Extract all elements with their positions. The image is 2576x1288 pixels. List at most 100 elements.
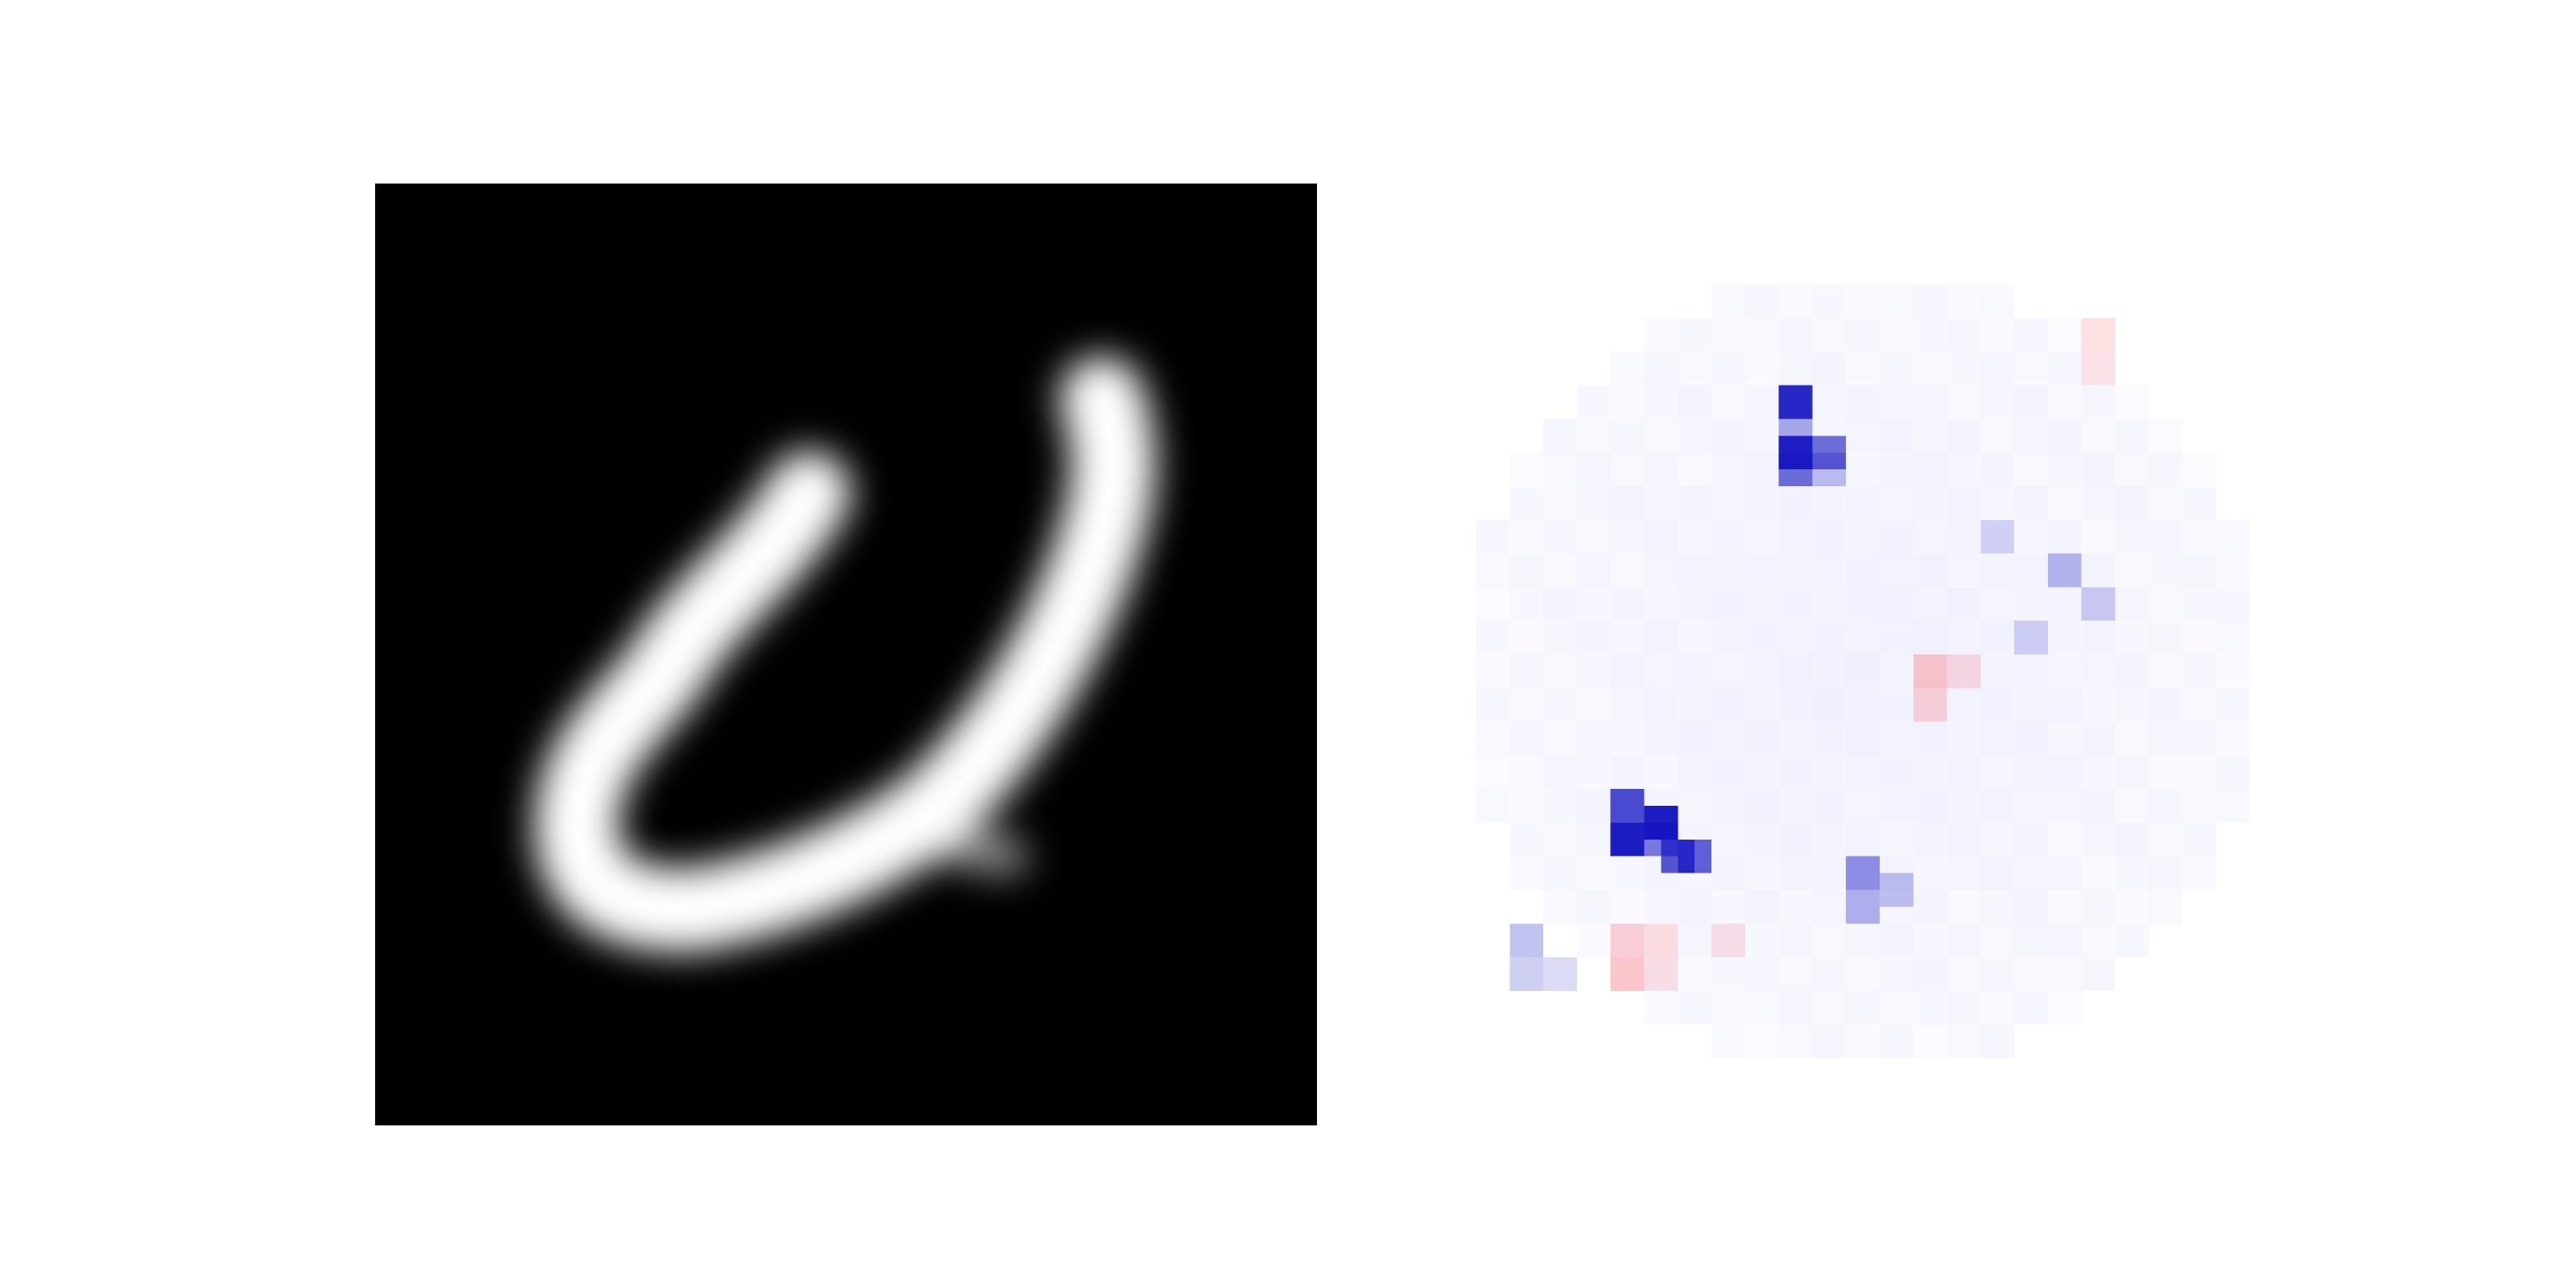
heatmap-cell — [1644, 890, 1678, 924]
heatmap-cell — [1678, 519, 1712, 554]
heatmap-cell — [1778, 351, 1813, 386]
heatmap-cell — [2081, 856, 2116, 890]
heatmap-cell — [1509, 486, 1544, 520]
heatmap-cell — [1744, 486, 1779, 520]
heatmap-cell — [1576, 385, 1611, 419]
heatmap-cell — [1778, 890, 1813, 924]
heatmap-cell — [2014, 519, 2048, 554]
heatmap-cell — [1678, 990, 1712, 1025]
heatmap-cell — [1946, 755, 1981, 790]
heatmap-cell — [2081, 621, 2116, 654]
heatmap-cell — [2047, 553, 2082, 588]
heatmap-cell — [2047, 687, 2082, 722]
heatmap-cell — [1543, 687, 1577, 722]
heatmap-cell — [1744, 755, 1779, 790]
heatmap-cell — [1913, 789, 1947, 823]
heatmap-cell — [1711, 452, 1745, 487]
heatmap-cell — [1610, 452, 1645, 487]
heatmap-cell — [2149, 587, 2183, 621]
heatmap-cell — [1744, 856, 1779, 890]
heatmap-cell — [2149, 890, 2183, 924]
heatmap-cell — [1644, 452, 1678, 487]
heatmap-cell — [1946, 553, 1981, 588]
heatmap-cell — [2182, 789, 2216, 823]
heatmap-cell — [1711, 755, 1745, 790]
heatmap-cell — [1610, 486, 1645, 520]
heatmap-cell — [1880, 789, 1913, 823]
heatmap-cell — [1913, 890, 1947, 924]
heatmap-cell — [2149, 856, 2183, 890]
heatmap-cell — [1946, 351, 1981, 386]
heatmap-cell — [2047, 822, 2082, 857]
heatmap-cell — [1880, 553, 1913, 588]
heatmap-cell — [1610, 721, 1645, 756]
heatmap-cell — [2182, 857, 2216, 890]
heatmap-cell — [1846, 587, 1880, 621]
heatmap-cell — [1744, 654, 1779, 688]
heatmap-cell — [1576, 721, 1611, 756]
digit-image — [375, 184, 1317, 1125]
heatmap-cell — [2048, 318, 2082, 352]
heatmap-cell — [1576, 789, 1611, 823]
heatmap-cell — [2047, 385, 2082, 419]
heatmap-cell-negative — [2047, 553, 2082, 588]
heatmap-cell — [1577, 923, 1611, 957]
heatmap-cell — [1744, 351, 1779, 386]
heatmap-cell — [1543, 789, 1577, 823]
heatmap-cell — [1644, 755, 1678, 790]
heatmap-cell — [1947, 284, 1981, 318]
heatmap-cell — [1812, 755, 1847, 790]
heatmap-cell — [1946, 721, 1981, 756]
heatmap-cell — [1846, 553, 1880, 588]
heatmap-cell — [1913, 654, 1947, 688]
heatmap-cell — [1812, 318, 1847, 352]
heatmap-cell — [1778, 957, 1813, 991]
heatmap-cell — [1744, 923, 1779, 958]
heatmap-cell — [1880, 654, 1913, 688]
heatmap-cell-positive — [1946, 654, 1981, 688]
heatmap-cell — [1980, 789, 2015, 823]
heatmap-cell — [2014, 351, 2048, 386]
heatmap-cell — [1745, 1025, 1779, 1059]
heatmap-cell-negative — [1543, 957, 1577, 991]
heatmap-cell — [2081, 789, 2116, 823]
heatmap-cell — [1880, 621, 1913, 654]
heatmap-cell — [1576, 822, 1611, 857]
heatmap-cell — [2047, 721, 2082, 756]
heatmap-cell — [1880, 587, 1913, 621]
heatmap-cell — [2215, 755, 2250, 790]
heatmap-cell — [1711, 721, 1745, 756]
heatmap-cell — [1711, 385, 1745, 419]
heatmap-cell — [1543, 486, 1577, 520]
heatmap-cell-positive — [1610, 923, 1645, 958]
heatmap-cell — [1913, 1025, 1947, 1059]
heatmap-cell — [1812, 486, 1847, 520]
heatmap-cell — [2014, 957, 2048, 991]
heatmap-cell — [1846, 318, 1880, 352]
heatmap-cell — [2014, 890, 2048, 924]
heatmap-cell — [2047, 957, 2082, 991]
heatmap-cell — [1645, 991, 1678, 1025]
heatmap-cell — [1543, 755, 1577, 790]
heatmap-cell — [2047, 755, 2082, 790]
heatmap-cell — [1678, 755, 1712, 790]
heatmap-cell — [1913, 587, 1947, 621]
heatmap-cell — [1812, 385, 1847, 419]
heatmap-cell — [1913, 721, 1947, 756]
heatmap-cell — [1846, 822, 1880, 857]
heatmap-cell — [1778, 654, 1813, 688]
heatmap-cell — [1576, 452, 1611, 487]
heatmap-cell — [2081, 755, 2116, 790]
heatmap-cell-negative — [1880, 873, 1913, 907]
heatmap-cell — [2014, 452, 2048, 487]
heatmap-cell — [1744, 687, 1779, 722]
heatmap-cell — [1577, 857, 1611, 890]
heatmap-cell — [1880, 957, 1913, 991]
heatmap-cell — [1946, 519, 1981, 554]
heatmap-cell — [1509, 822, 1544, 857]
heatmap-cell — [1913, 621, 1947, 654]
heatmap-cell — [1980, 990, 2015, 1025]
heatmap-cell — [1509, 755, 1544, 790]
heatmap-cell-positive — [1913, 687, 1947, 722]
digit-image-panel — [375, 184, 1317, 1125]
